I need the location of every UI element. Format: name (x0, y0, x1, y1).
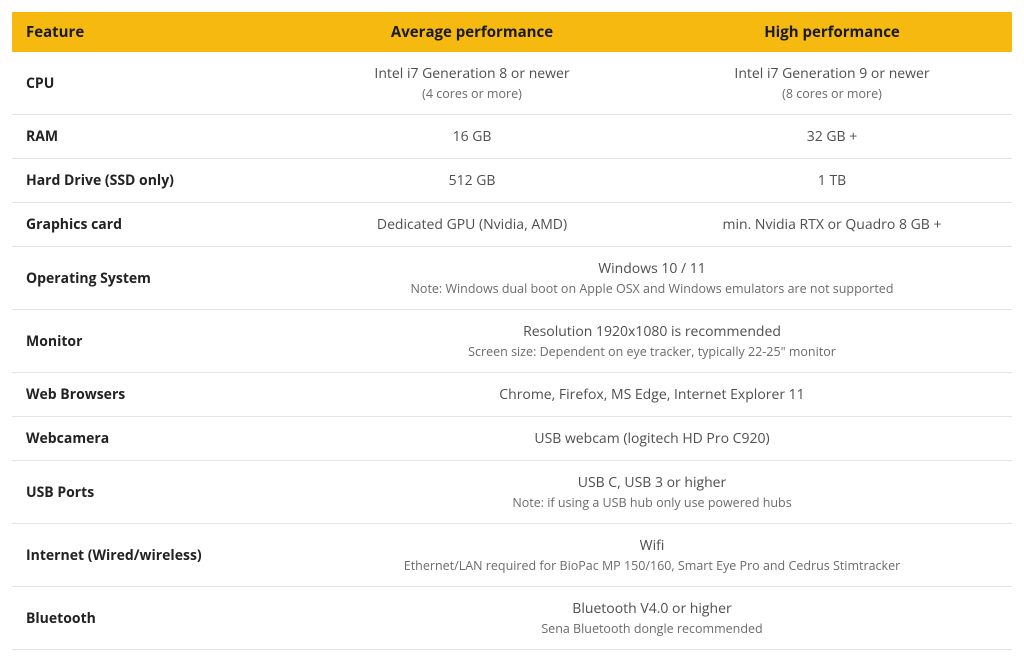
feature-cell: Web Browsers (12, 373, 292, 417)
table-row: Internet (Wired/wireless) Wifi Ethernet/LA… (12, 524, 1012, 587)
cell-main: 512 GB (449, 171, 496, 190)
table-row: RAM 16 GB 32 GB + (12, 115, 1012, 159)
merged-cell: Bluetooth V4.0 or higherSena Bluetooth d… (292, 587, 1012, 650)
merged-cell: Chrome, Firefox, MS Edge, Internet Explo… (292, 373, 1012, 417)
cell-subtext: Note: Windows dual boot on Apple OSX and… (306, 280, 998, 297)
average-cell: 16 GB (292, 115, 652, 159)
feature-cell: Graphics card (12, 203, 292, 247)
feature-cell: CPU (12, 52, 292, 115)
cell-main: Intel i7 Generation 9 or newer (734, 64, 929, 83)
cell-main: Dedicated GPU (Nvidia, AMD) (377, 215, 567, 234)
merged-cell: Resolution 1920x1080 is recommended Scree… (292, 310, 1012, 373)
cell-main: Windows 10 / 11 (598, 259, 706, 278)
table-row: CPU Intel i7 Generation 8 or newer (4 core… (12, 52, 1012, 115)
feature-cell: Webcamera (12, 417, 292, 461)
feature-cell: Bluetooth (12, 587, 292, 650)
table-row: BluetoothBluetooth V4.0 or higherSena Bl… (12, 587, 1012, 650)
cell-subtext: (8 cores or more) (666, 85, 998, 102)
feature-cell: RAM (12, 115, 292, 159)
merged-cell: USB C, USB 3 or higher Note: if using a U… (292, 461, 1012, 524)
table-row: MonitorResolution 1920x1080 is recommend… (12, 310, 1012, 373)
col-header-high: High performance (652, 12, 1012, 52)
cell-main: USB C, USB 3 or higher (578, 473, 727, 492)
merged-cell: USB webcam (logitech HD Pro C920) (292, 417, 1012, 461)
feature-cell: Operating System (12, 247, 292, 310)
col-header-average: Average performance (292, 12, 652, 52)
col-header-feature: Feature (12, 12, 292, 52)
average-cell: Dedicated GPU (Nvidia, AMD) (292, 203, 652, 247)
cell-subtext: Ethernet/LAN required for BioPac MP 150/… (306, 557, 998, 574)
high-cell: min. Nvidia RTX or Quadro 8 GB + (652, 203, 1012, 247)
cell-main: USB webcam (logitech HD Pro C920) (534, 429, 769, 448)
cell-main: 32 GB + (807, 127, 858, 146)
high-cell: Intel i7 Generation 9 or newer (8 cores o… (652, 52, 1012, 115)
cell-main: 16 GB (453, 127, 492, 146)
cell-subtext: Note: if using a USB hub only use powere… (306, 494, 998, 511)
feature-cell: Hard Drive (SSD only) (12, 159, 292, 203)
table-row: Graphics card Dedicated GPU (Nvidia, AMD)… (12, 203, 1012, 247)
cell-main: Bluetooth V4.0 or higher (572, 599, 731, 618)
table-row: Web Browsers Chrome, Firefox, MS Edge, In… (12, 373, 1012, 417)
cell-main: 1 TB (818, 171, 846, 190)
table-row: Webcamera USB webcam (logitech HD Pro C92… (12, 417, 1012, 461)
cell-subtext: (4 cores or more) (306, 85, 638, 102)
table-row: Operating System Windows 10 / 11 Note: Win… (12, 247, 1012, 310)
table-row: Hard Drive (SSD only) 512 GB 1 TB (12, 159, 1012, 203)
feature-cell: Monitor (12, 310, 292, 373)
average-cell: 512 GB (292, 159, 652, 203)
merged-cell: Windows 10 / 11 Note: Windows dual boot o… (292, 247, 1012, 310)
spec-table: Feature Average performance High perform… (12, 12, 1012, 650)
merged-cell: Wifi Ethernet/LAN required for BioPac MP … (292, 524, 1012, 587)
header-row: Feature Average performance High perform… (12, 12, 1012, 52)
cell-main: Resolution 1920x1080 is recommended (523, 322, 781, 341)
cell-main: min. Nvidia RTX or Quadro 8 GB + (723, 215, 942, 234)
high-cell: 1 TB (652, 159, 1012, 203)
feature-cell: Internet (Wired/wireless) (12, 524, 292, 587)
high-cell: 32 GB + (652, 115, 1012, 159)
cell-main: Intel i7 Generation 8 or newer (374, 64, 569, 83)
cell-subtext: Screen size: Dependent on eye tracker, t… (306, 343, 998, 360)
cell-main: Wifi (640, 536, 665, 555)
table-row: USB Ports USB C, USB 3 or higher Note: if … (12, 461, 1012, 524)
average-cell: Intel i7 Generation 8 or newer (4 cores o… (292, 52, 652, 115)
cell-main: Chrome, Firefox, MS Edge, Internet Explo… (499, 385, 804, 404)
feature-cell: USB Ports (12, 461, 292, 524)
